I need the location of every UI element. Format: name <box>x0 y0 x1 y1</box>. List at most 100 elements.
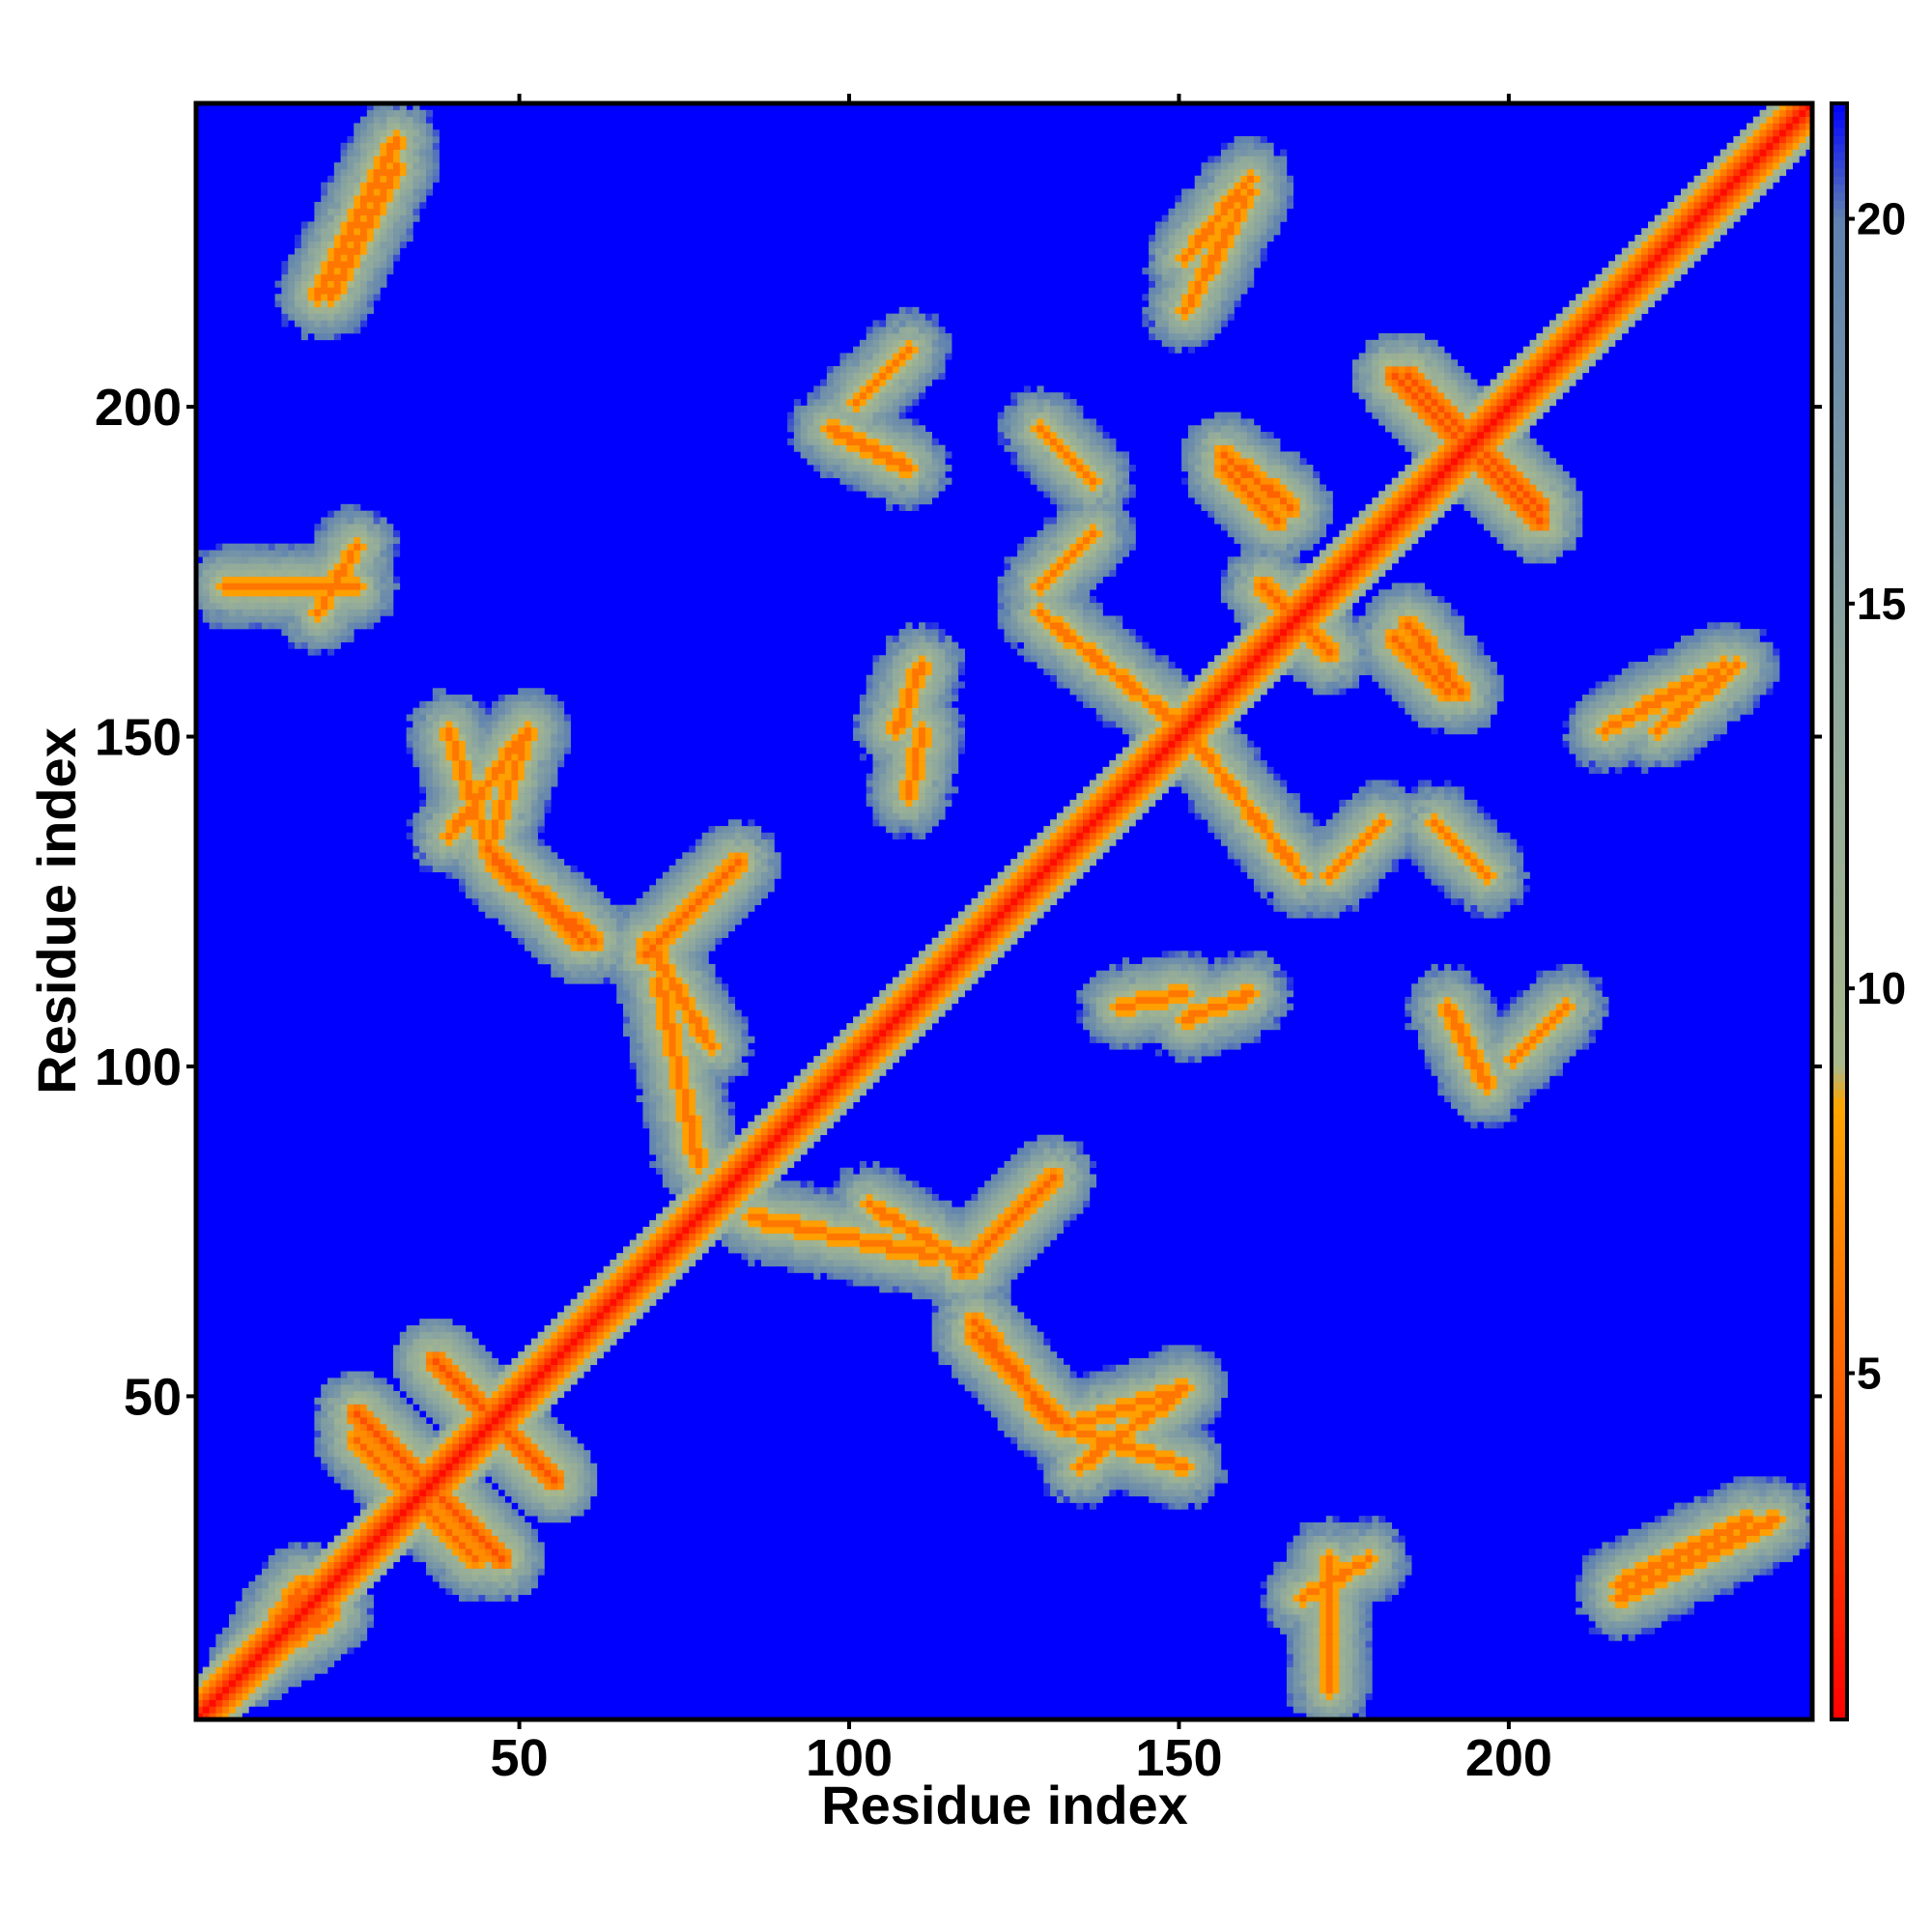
heatmap-cell <box>957 1272 965 1280</box>
heatmap-cell <box>432 1417 440 1425</box>
heatmap-cell <box>1325 1660 1333 1667</box>
heatmap-cell <box>242 1680 249 1688</box>
heatmap-cell <box>682 1108 690 1116</box>
heatmap-cell <box>307 1660 315 1667</box>
heatmap-cell <box>300 1561 315 1569</box>
heatmap-cell <box>1030 1397 1044 1405</box>
heatmap-cell <box>820 1108 828 1116</box>
heatmap-cell <box>209 1660 216 1667</box>
heatmap-cell <box>497 1384 505 1392</box>
heatmap-cell <box>945 1292 952 1300</box>
heatmap-cell <box>432 1469 440 1477</box>
heatmap-cell <box>229 1680 237 1688</box>
heatmap-cell <box>321 1417 328 1425</box>
heatmap-cell <box>1010 1324 1018 1333</box>
heatmap-cell <box>478 1436 486 1444</box>
heatmap-cell <box>787 1127 795 1136</box>
heatmap-cell <box>945 1213 952 1221</box>
heatmap-cell <box>465 1594 472 1602</box>
heatmap-cell <box>360 1620 368 1629</box>
heatmap-cell <box>530 1371 538 1378</box>
heatmap-cell <box>689 1148 702 1155</box>
heatmap-cell <box>1154 1476 1163 1484</box>
heatmap-cell <box>445 1378 453 1385</box>
heatmap-cell <box>1004 1319 1011 1326</box>
heatmap-cell <box>1647 1521 1656 1530</box>
heatmap-cell <box>1510 1089 1518 1096</box>
heatmap-cell <box>1056 1200 1065 1208</box>
heatmap-cell <box>905 1220 920 1228</box>
heatmap-cell <box>957 1220 965 1228</box>
heatmap-cell <box>459 1489 467 1497</box>
heatmap-cell <box>839 1180 847 1188</box>
heatmap-cell <box>623 1279 631 1287</box>
heatmap-cell <box>662 1286 669 1293</box>
heatmap-cell <box>1490 1101 1497 1109</box>
heatmap-cell <box>1266 1607 1274 1615</box>
heatmap-cell <box>1194 1417 1202 1425</box>
heatmap-cell <box>255 1666 263 1674</box>
heatmap-cell <box>1641 1587 1656 1596</box>
heatmap-cell <box>978 1390 985 1399</box>
heatmap-cell <box>497 1469 505 1477</box>
heatmap-cell <box>1201 1404 1208 1411</box>
heatmap-cell <box>978 1226 985 1235</box>
heatmap-cell <box>485 1548 493 1556</box>
heatmap-cell <box>952 1239 959 1247</box>
heatmap-cell <box>1076 1378 1091 1385</box>
heatmap-cell <box>596 1331 604 1339</box>
heatmap-cell <box>465 1443 472 1451</box>
heatmap-cell <box>1095 1495 1103 1503</box>
heatmap-cell <box>439 1521 446 1530</box>
heatmap-cell <box>1273 1594 1281 1602</box>
heatmap-cell <box>307 1542 315 1549</box>
heatmap-cell <box>419 1319 427 1326</box>
heatmap-cell <box>452 1443 460 1451</box>
heatmap-cell <box>354 1476 361 1484</box>
heatmap-cell <box>1746 1542 1754 1549</box>
heatmap-cell <box>518 1364 526 1372</box>
heatmap-cell <box>419 1535 427 1543</box>
heatmap-cell <box>511 1483 519 1491</box>
heatmap-cell <box>1076 1141 1084 1149</box>
heatmap-cell <box>1799 1521 1806 1530</box>
heatmap-cell <box>1293 1575 1300 1582</box>
heatmap-cell <box>1135 1378 1143 1385</box>
heatmap-cell <box>1483 1101 1492 1109</box>
heatmap-cell <box>406 1516 413 1523</box>
heatmap-cell <box>537 1554 545 1563</box>
heatmap-cell <box>544 1502 552 1510</box>
heatmap-cell <box>1069 1463 1077 1470</box>
heatmap-cell <box>800 1075 808 1083</box>
heatmap-cell <box>701 1127 709 1136</box>
heatmap-cell <box>386 1390 394 1399</box>
heatmap-cell <box>373 1463 381 1470</box>
heatmap-cell <box>281 1614 289 1622</box>
heatmap-cell <box>1037 1331 1044 1339</box>
heatmap-cell <box>511 1423 519 1432</box>
heatmap-cell <box>649 1239 657 1247</box>
heatmap-cell <box>1470 1068 1478 1076</box>
heatmap-cell <box>708 1160 716 1169</box>
heatmap-cell <box>1063 1378 1070 1385</box>
heatmap-cell <box>722 1154 729 1162</box>
heatmap-cell <box>1023 1351 1031 1359</box>
heatmap-cell <box>787 1082 795 1090</box>
heatmap-cell <box>1602 1561 1609 1569</box>
heatmap-cell <box>563 1456 571 1464</box>
heatmap-cell <box>846 1174 854 1181</box>
heatmap-cell <box>668 1075 676 1083</box>
heatmap-cell <box>426 1430 434 1437</box>
heatmap-cell <box>235 1706 242 1714</box>
heatmap-cell <box>333 1417 341 1425</box>
heatmap-cell <box>209 1713 216 1720</box>
heatmap-cell <box>971 1226 979 1235</box>
heatmap-cell <box>1043 1141 1051 1149</box>
heatmap-cell <box>1713 1528 1734 1536</box>
heatmap-cell <box>1154 1397 1163 1405</box>
heatmap-cell <box>1733 1509 1741 1517</box>
heatmap-cell <box>1450 1094 1459 1103</box>
heatmap-cell <box>412 1371 420 1378</box>
heatmap-cell <box>354 1634 361 1641</box>
heatmap-cell <box>1043 1187 1051 1195</box>
